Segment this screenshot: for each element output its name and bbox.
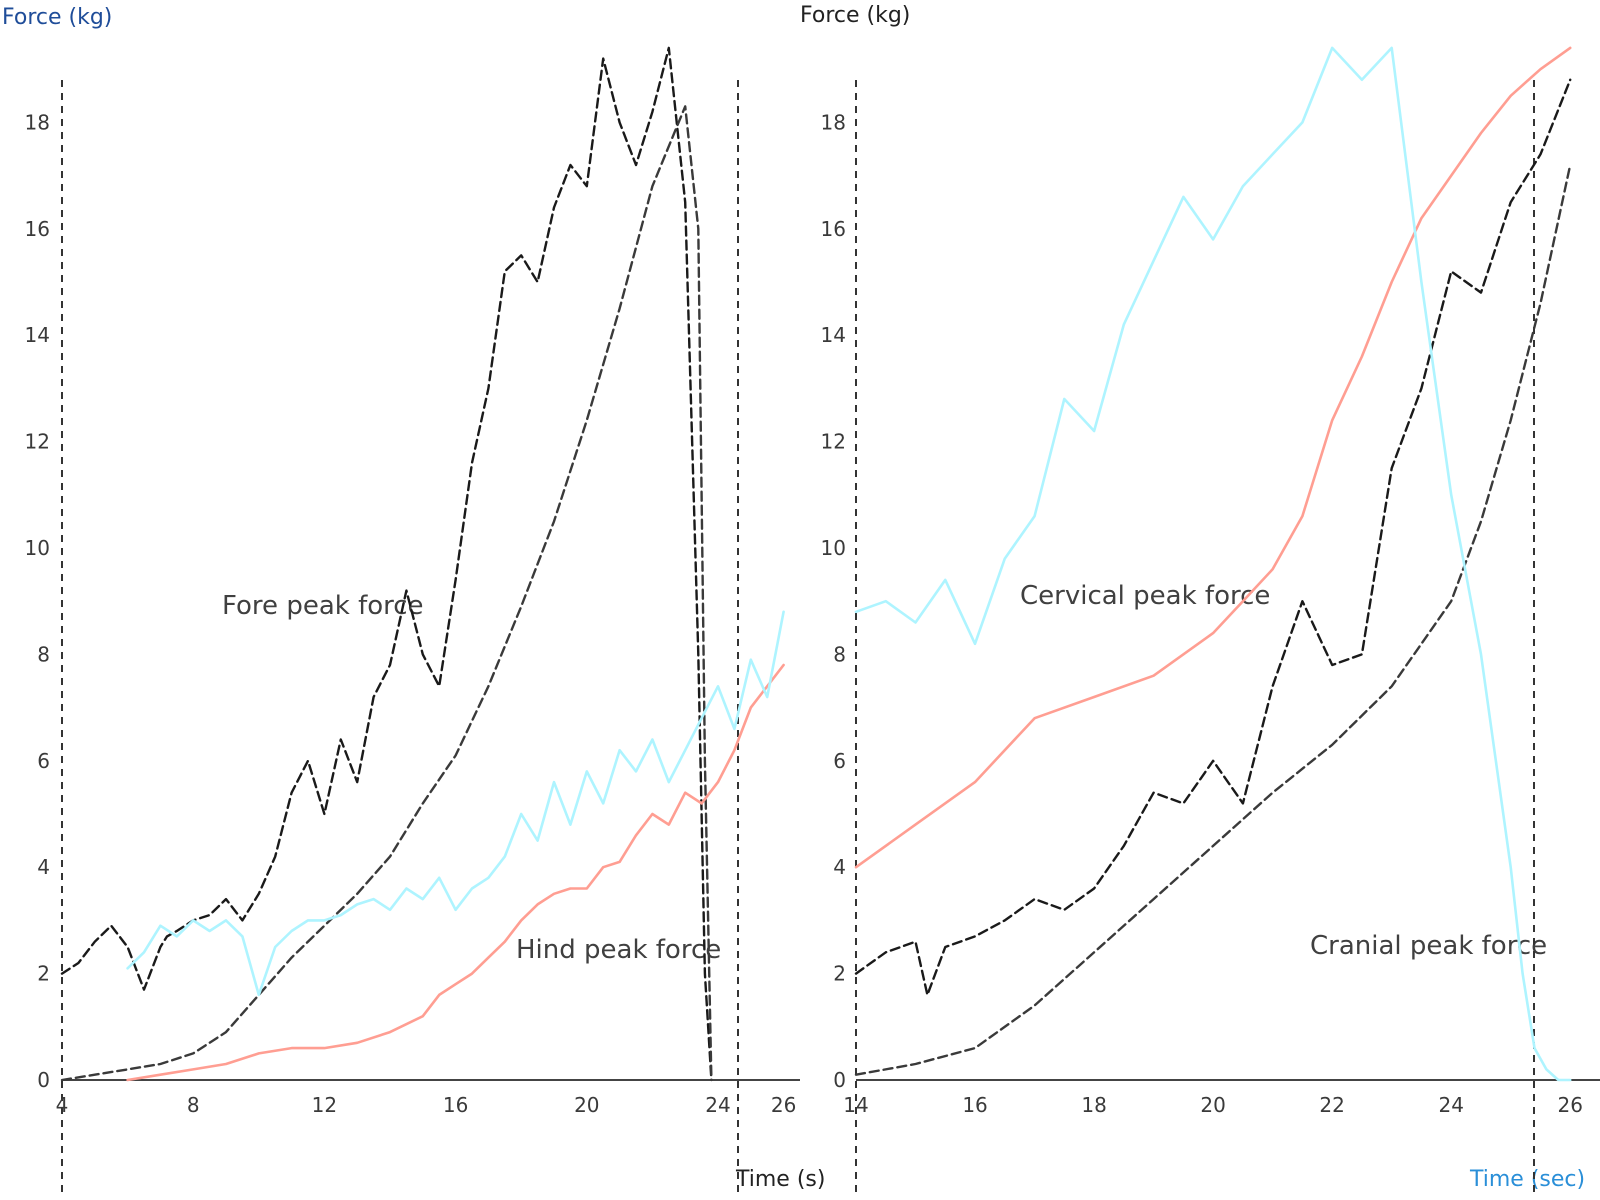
y-tick-label: 6 (833, 749, 846, 773)
x-tick-label: 26 (1558, 1093, 1583, 1117)
series-line-1 (60, 46, 713, 1082)
series-line-3 (854, 46, 1572, 869)
y-tick-label: 12 (25, 430, 50, 454)
y-tick-label: 2 (37, 962, 50, 986)
right-panel: Force (kg) Time (sec) Cervical peak forc… (800, 3, 1600, 1195)
y-tick-label: 0 (37, 1068, 50, 1092)
x-tick-label: 4 (56, 1093, 69, 1117)
y-tick-label: 10 (25, 536, 50, 560)
x-tick-label: 16 (443, 1093, 468, 1117)
y-tick-label: 8 (833, 642, 846, 666)
left-annotation-fore: Fore peak force (222, 591, 424, 621)
series-line-3 (126, 663, 785, 1082)
left-panel: Force (kg) Time (s) Fore peak force Hind… (2, 5, 825, 1195)
y-tick-label: 4 (37, 855, 50, 879)
right-y-axis-title: Force (kg) (800, 3, 910, 28)
right-annotation-cervical: Cervical peak force (1020, 581, 1270, 611)
x-tick-label: 14 (843, 1093, 868, 1117)
left-annotation-hind: Hind peak force (516, 935, 721, 965)
x-tick-label: 22 (1319, 1093, 1344, 1117)
y-tick-label: 2 (833, 962, 846, 986)
left-y-axis-title: Force (kg) (2, 5, 112, 30)
y-tick-label: 6 (37, 749, 50, 773)
series-line-2 (854, 163, 1572, 1076)
x-tick-label: 20 (1200, 1093, 1225, 1117)
y-tick-label: 14 (25, 323, 50, 347)
right-annotation-cranial: Cranial peak force (1310, 931, 1547, 961)
x-tick-label: 12 (312, 1093, 337, 1117)
y-tick-label: 18 (25, 110, 50, 134)
x-tick-label: 18 (1081, 1093, 1106, 1117)
x-tick-label: 26 (771, 1093, 796, 1117)
right-x-axis-title: Time (sec) (1469, 1167, 1585, 1192)
y-tick-label: 4 (833, 855, 846, 879)
y-tick-label: 0 (833, 1068, 846, 1092)
y-tick-label: 14 (821, 323, 846, 347)
y-tick-label: 8 (37, 642, 50, 666)
series-line-4 (854, 46, 1572, 1082)
series-line-4 (126, 610, 785, 997)
x-tick-label: 24 (705, 1093, 730, 1117)
y-tick-label: 16 (25, 217, 50, 241)
series-line-1 (854, 78, 1572, 997)
x-tick-label: 24 (1438, 1093, 1463, 1117)
y-tick-label: 16 (821, 217, 846, 241)
y-tick-label: 10 (821, 536, 846, 560)
y-tick-label: 12 (821, 430, 846, 454)
x-tick-label: 16 (962, 1093, 987, 1117)
series-line-2 (60, 105, 713, 1082)
x-tick-label: 8 (187, 1093, 200, 1117)
y-tick-label: 18 (821, 110, 846, 134)
left-x-axis-title: Time (s) (735, 1167, 825, 1192)
x-tick-label: 20 (574, 1093, 599, 1117)
